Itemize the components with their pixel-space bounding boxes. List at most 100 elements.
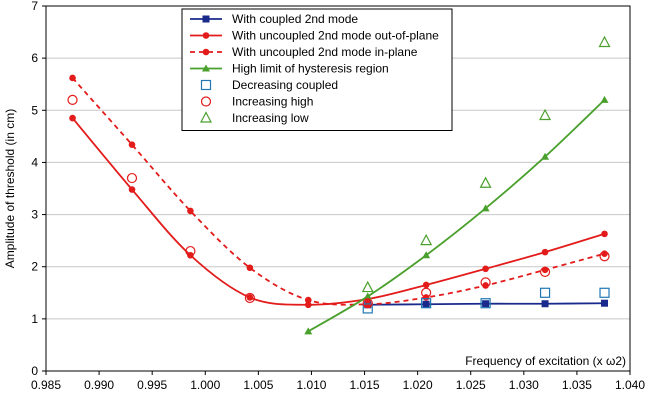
data-point [482,282,489,289]
data-point [420,233,433,246]
x-tick-label: 0.990 [84,378,114,392]
data-point [361,280,374,293]
data-series [67,35,611,335]
data-point [541,300,549,308]
data-point [363,292,372,300]
data-point [69,74,76,82]
legend-marker [200,79,212,91]
legend-item: High limit of hysteresis region [190,62,389,76]
x-axis-label: Frequency of excitation (x ω2) [465,354,626,368]
series-1 [364,299,609,309]
data-point [600,95,609,103]
y-tick-label: 5 [31,103,38,117]
legend-marker [202,48,210,56]
data-point [539,108,552,121]
data-point [539,287,551,298]
data-point [482,300,490,308]
data-point [601,299,609,307]
x-tick-label: 1.030 [509,378,539,392]
data-point [598,35,611,48]
series-line [71,77,605,306]
legend-label: Increasing high [232,95,313,109]
legend-label: With uncoupled 2nd mode out-of-plane [232,29,439,43]
x-tick-label: 1.040 [615,378,645,392]
data-point [422,281,430,289]
data-point [480,277,491,288]
data-point [599,251,610,262]
data-point [187,207,194,215]
data-point [67,94,78,105]
data-point [422,251,431,259]
data-point [246,294,254,301]
data-point [246,264,254,272]
data-point [128,141,136,148]
y-tick-label: 7 [31,0,38,13]
series-2 [69,114,608,309]
legend-item: With uncoupled 2nd mode in-plane [190,45,418,59]
data-point [185,245,196,257]
data-point [481,204,490,212]
data-point [601,230,608,238]
y-tick-label: 2 [31,260,38,274]
data-point [69,114,76,122]
series-line [71,117,605,306]
y-tick-label: 3 [31,208,38,222]
y-axis-label: Amplitude of threshold (in cm) [3,109,17,268]
legend-marker [202,32,210,39]
legend-label: With coupled 2nd mode [232,12,358,26]
series-line [307,99,606,333]
legend-label: With uncoupled 2nd mode in-plane [232,45,418,59]
data-point [362,298,373,309]
legend-label: Decreasing coupled [232,78,338,92]
data-point [599,287,610,298]
legend-marker [202,64,210,72]
data-point [304,301,312,309]
data-point [421,298,432,309]
legend-marker [202,15,210,23]
axis-ticks: 0 1 2 3 4 5 6 7 0.985 0.990 0.995 1.000 1.005 1.010 1.… [31,0,645,392]
y-tick-label: 1 [31,312,38,326]
data-point [244,292,255,304]
y-tick-label: 6 [31,51,38,65]
x-tick-label: 1.015 [350,378,380,392]
legend-label: Increasing low [232,111,309,125]
series-4 [304,95,609,335]
legend-item: Increasing low [200,111,309,125]
data-point [304,296,312,304]
data-point [479,176,492,188]
data-point [480,298,491,309]
data-point [422,300,430,308]
y-tick-label: 0 [31,364,38,378]
data-point [539,266,551,278]
x-tick-label: 1.020 [403,378,433,392]
x-tick-label: 0.995 [137,378,167,392]
legend-label: High limit of hysteresis region [232,62,389,76]
legend-item: Increasing high [200,95,313,109]
legend-item: With uncoupled 2nd mode out-of-plane [190,29,439,43]
legend-marker [200,111,212,123]
series-6 [67,94,610,309]
legend-item: With coupled 2nd mode [190,12,358,26]
data-point [541,248,549,256]
x-tick-label: 1.005 [243,378,273,392]
y-tick-label: 4 [31,155,38,169]
legend: With coupled 2nd mode With uncoupled 2nd … [181,8,453,131]
legend-item: Decreasing coupled [200,78,338,92]
x-tick-label: 1.010 [296,378,326,392]
data-point [304,327,313,335]
legend-box [181,8,453,131]
data-point [126,172,138,184]
series-5 [362,287,610,314]
plot-area [45,5,631,372]
data-point [482,265,489,273]
series-7 [361,35,611,293]
x-tick-label: 0.985 [31,378,61,392]
data-point [541,152,550,160]
x-tick-label: 1.000 [190,378,220,392]
x-tick-label: 1.035 [562,378,592,392]
x-tick-label: 1.025 [456,378,486,392]
data-point [128,186,136,193]
data-point [421,287,432,298]
data-point [362,303,373,314]
